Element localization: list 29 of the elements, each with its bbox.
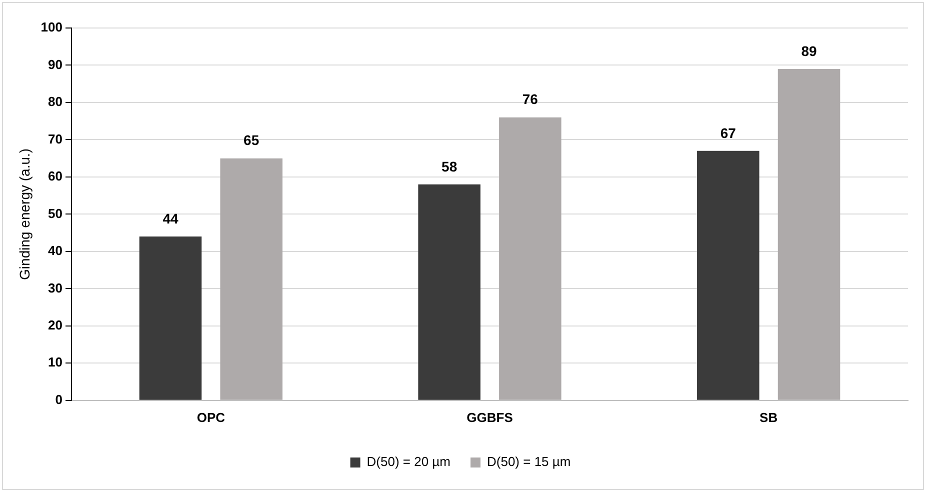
data-label: 89 bbox=[801, 42, 818, 59]
bar bbox=[697, 150, 760, 400]
data-label: 65 bbox=[244, 132, 260, 148]
x-tick-label: SB bbox=[760, 410, 778, 425]
y-tick-label: 70 bbox=[48, 131, 62, 146]
y-tick-label: 0 bbox=[55, 392, 62, 407]
data-label: 67 bbox=[720, 124, 736, 141]
y-tick-label: 90 bbox=[48, 56, 62, 72]
bar bbox=[499, 117, 562, 400]
y-tick-label: 10 bbox=[48, 354, 62, 370]
y-axis-title: Ginding energy (a.u.) bbox=[16, 148, 32, 280]
x-tick-label: GGBFS bbox=[466, 410, 514, 425]
legend-label: D(50) = 20 µm bbox=[366, 454, 451, 470]
data-label: 58 bbox=[442, 158, 458, 174]
bar bbox=[778, 68, 840, 400]
data-label: 44 bbox=[162, 210, 178, 226]
y-tick-label: 60 bbox=[48, 168, 62, 184]
bar bbox=[139, 236, 202, 400]
legend-label: D(50) = 15 µm bbox=[487, 454, 571, 470]
y-tick-label: 30 bbox=[48, 280, 62, 296]
y-tick-label: 20 bbox=[48, 318, 62, 332]
data-label: 76 bbox=[522, 91, 538, 108]
x-tick-label: OPC bbox=[196, 410, 226, 425]
y-tick-label: 40 bbox=[48, 243, 62, 258]
y-tick-label: 80 bbox=[48, 94, 62, 110]
bar bbox=[220, 158, 282, 400]
y-tick-label: 50 bbox=[48, 206, 62, 221]
y-tick-label: 100 bbox=[40, 20, 62, 35]
bar bbox=[418, 184, 480, 400]
